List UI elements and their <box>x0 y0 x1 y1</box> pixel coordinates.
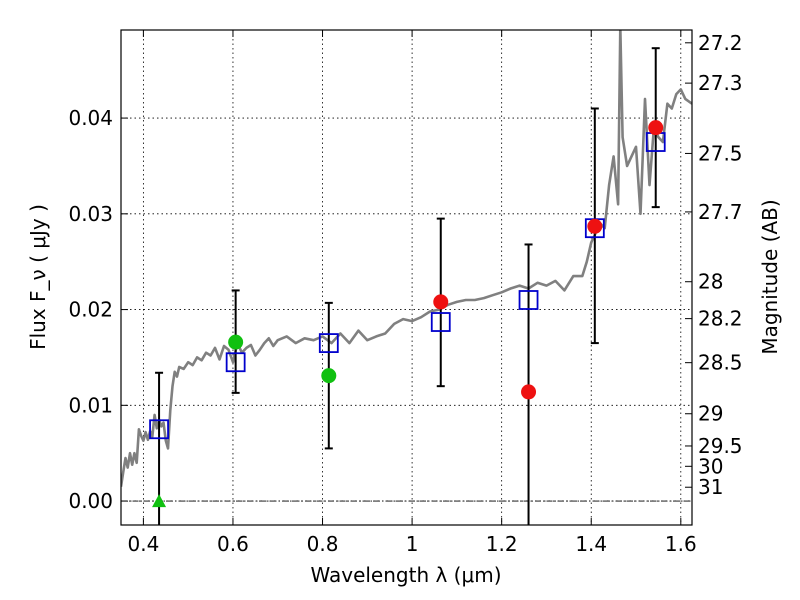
x-tick-label: 1 <box>406 532 419 556</box>
y2-tick-label: 27.7 <box>698 200 743 224</box>
y-tick-label: 0.00 <box>68 489 113 513</box>
observed-triangle-marker <box>152 494 167 508</box>
y2-tick-label: 28.2 <box>698 307 743 331</box>
y-tick-label: 0.03 <box>68 202 113 226</box>
y-tick-label: 0.02 <box>68 298 113 322</box>
y-tick-label: 0.04 <box>68 106 113 130</box>
x-axis-title: Wavelength λ (μm) <box>310 563 501 587</box>
x-tick-label: 0.6 <box>217 532 249 556</box>
y-axis-title: Flux F_ν ( μJy ) <box>26 204 50 350</box>
model-photometry-box <box>225 352 246 373</box>
model-photometry-box <box>430 312 451 332</box>
x-axis-ticks: 0.4 0.6 0.8 1 1.2 1.4 1.6 <box>127 30 697 556</box>
observed-circle-marker <box>587 218 603 234</box>
x-tick-label: 0.8 <box>307 532 339 556</box>
y2-tick-label: 30 <box>698 454 723 478</box>
observed-circle-marker <box>321 368 337 384</box>
y2-tick-label: 31 <box>698 475 723 499</box>
observed-circle-marker <box>228 334 244 350</box>
y2-tick-label: 27.5 <box>698 141 743 165</box>
y2-tick-label: 29 <box>698 402 723 426</box>
model-spectrum-line <box>121 30 692 487</box>
x-tick-label: 1.4 <box>575 532 607 556</box>
model-photometry-box <box>318 333 339 353</box>
x-tick-label: 1.6 <box>665 532 697 556</box>
y-tick-label: 0.01 <box>68 393 113 417</box>
x-tick-label: 0.4 <box>127 532 159 556</box>
observed-circle-marker <box>648 120 664 136</box>
y2-tick-label: 28 <box>698 270 723 294</box>
y2-axis-title: Magnitude (AB) <box>758 199 782 354</box>
model-photometry-box <box>518 290 539 310</box>
model-photometry-box <box>149 419 169 440</box>
y2-tick-label: 27.3 <box>698 71 743 95</box>
y2-tick-label: 29.5 <box>698 434 743 458</box>
x-tick-label: 1.2 <box>486 532 518 556</box>
observed-circle-marker <box>433 294 449 310</box>
observed-points <box>152 120 664 508</box>
observed-circle-marker <box>521 384 537 400</box>
model-spectrum <box>121 30 692 487</box>
y-axis-ticks: 0.00 0.01 0.02 0.03 0.04 <box>68 106 128 513</box>
plot-frame <box>120 29 693 526</box>
y2-tick-label: 27.2 <box>698 31 743 55</box>
y2-tick-label: 28.5 <box>698 351 743 375</box>
